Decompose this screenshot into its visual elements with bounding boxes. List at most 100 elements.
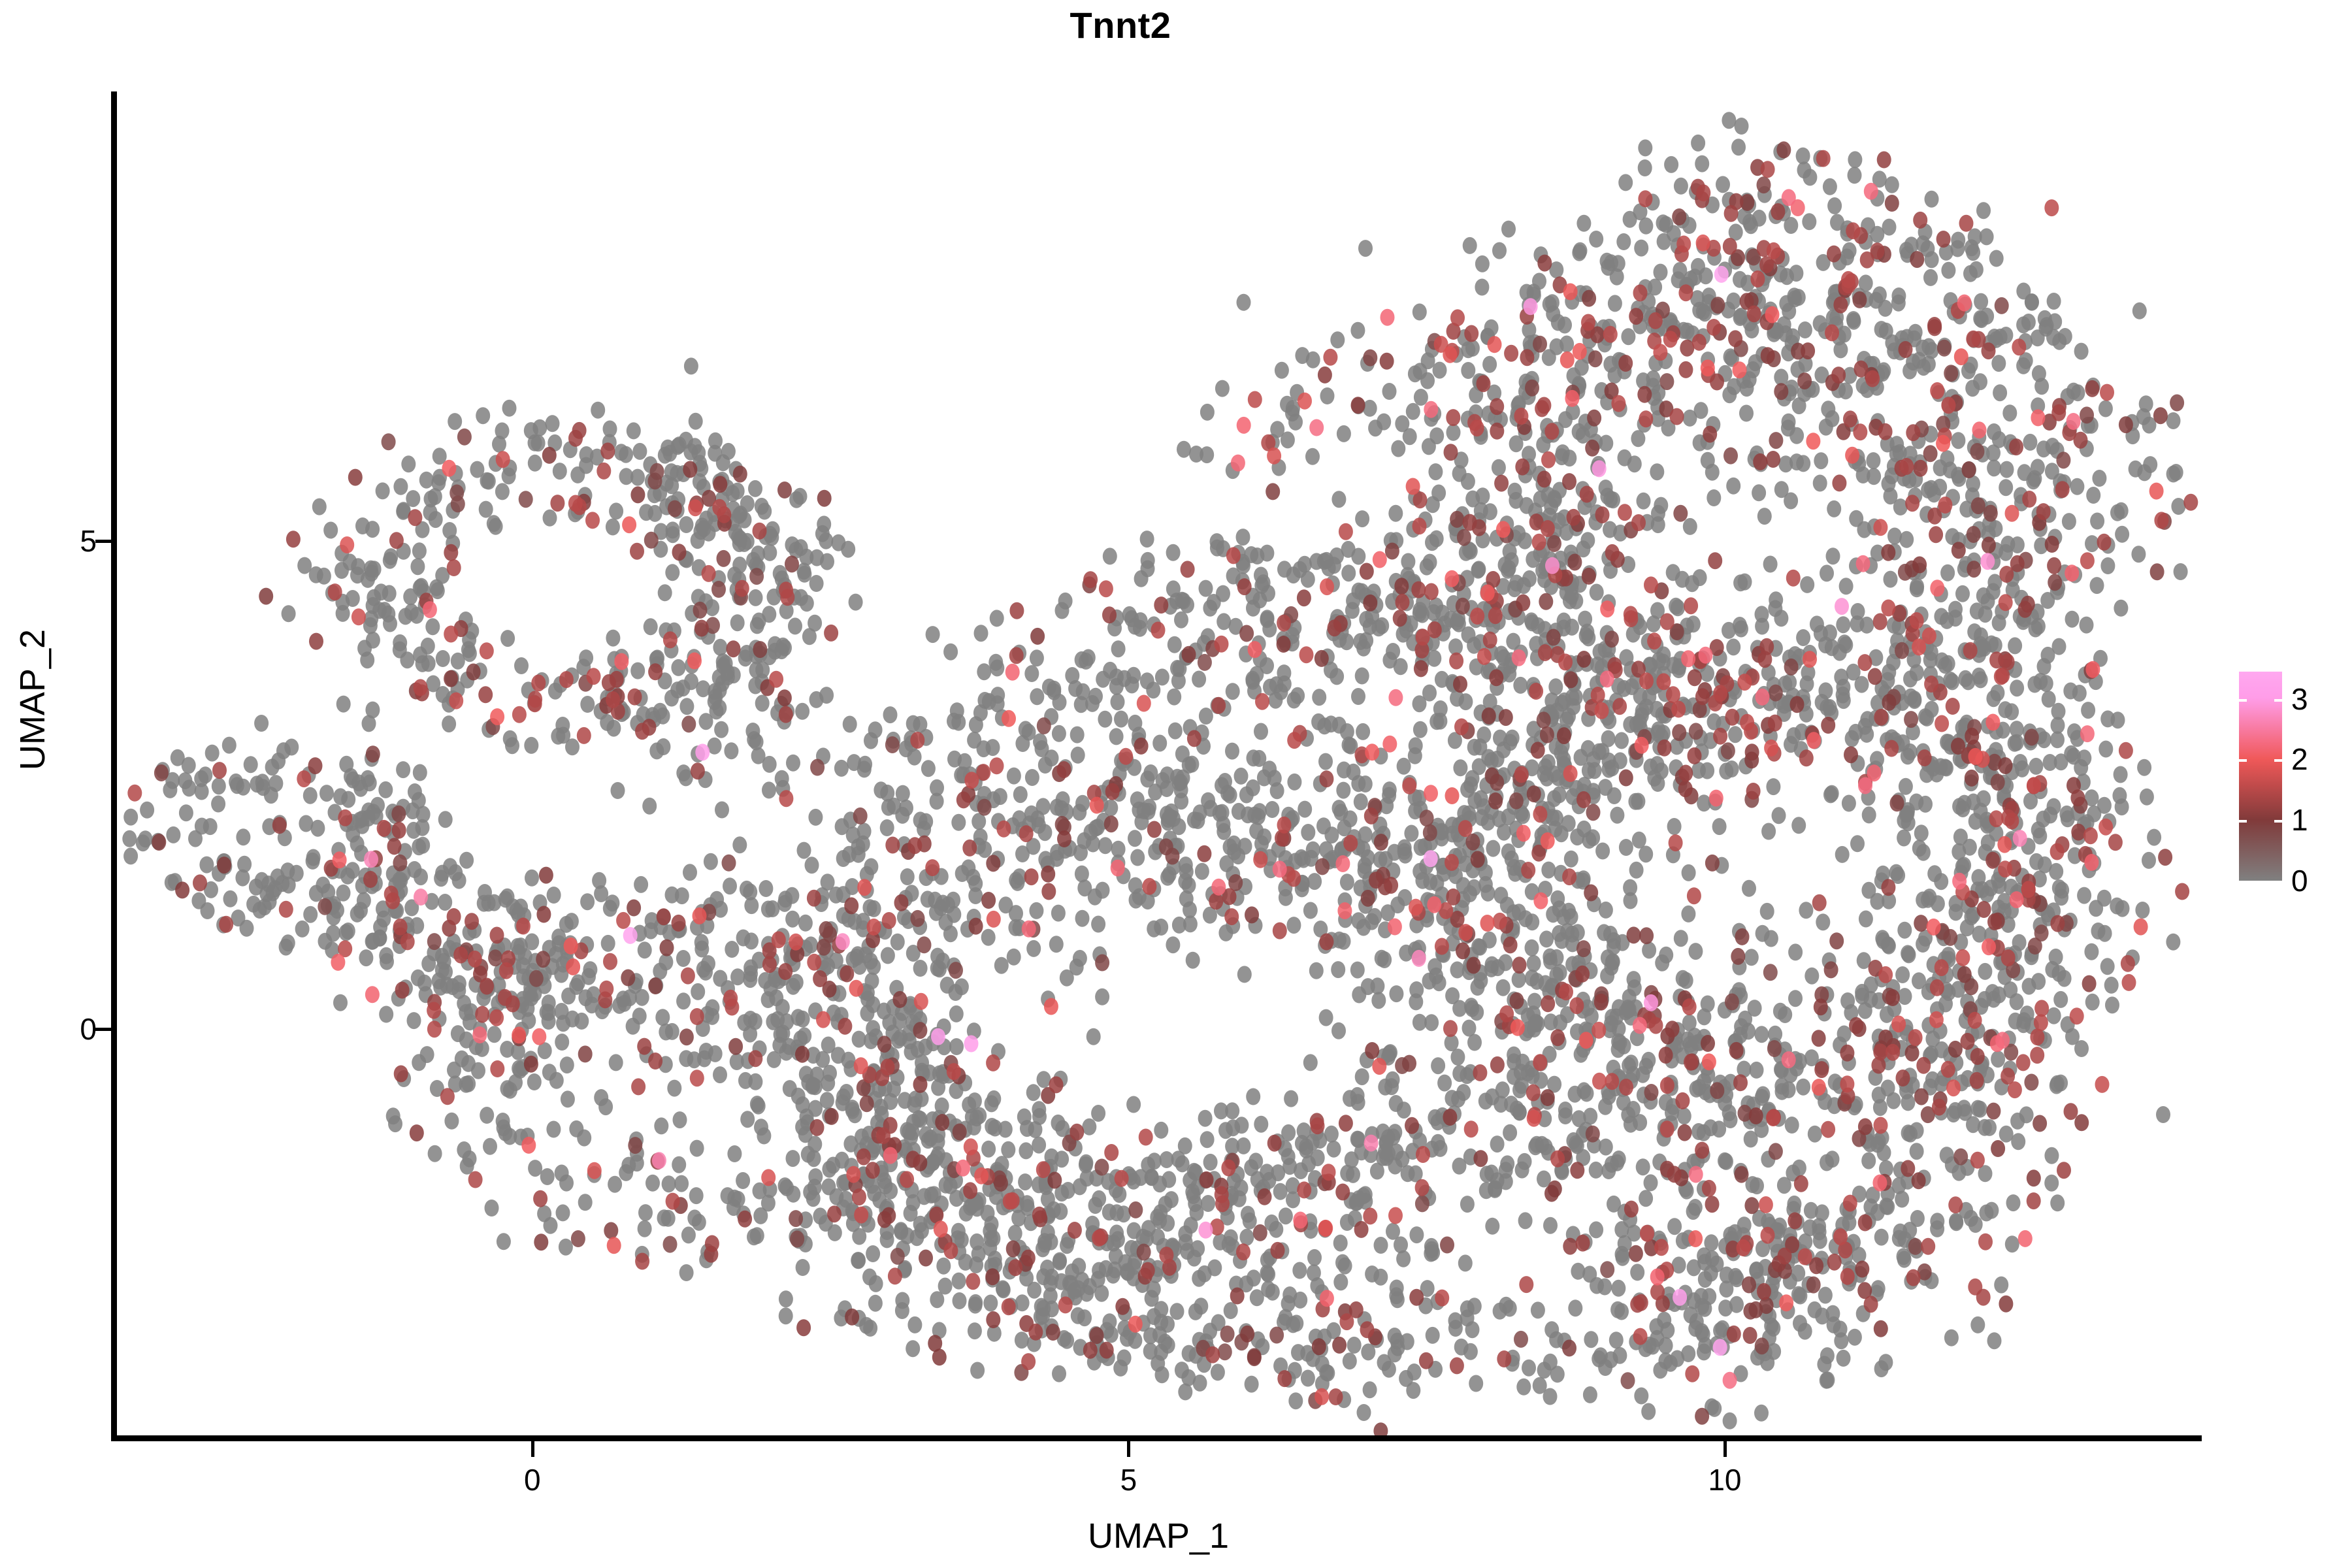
scatter-point bbox=[1874, 1228, 1889, 1246]
scatter-point bbox=[1876, 865, 1891, 883]
scatter-point bbox=[1533, 1071, 1548, 1089]
scatter-point bbox=[1627, 979, 1642, 996]
scatter-point bbox=[2099, 740, 2114, 758]
scatter-point bbox=[1659, 373, 1674, 391]
scatter-point bbox=[1189, 446, 1203, 463]
scatter-point bbox=[487, 1026, 502, 1043]
scatter-point bbox=[1202, 906, 1217, 924]
scatter-point bbox=[606, 629, 621, 647]
scatter-point bbox=[1943, 671, 1958, 689]
scatter-point bbox=[841, 540, 856, 558]
scatter-point bbox=[1991, 986, 2006, 1004]
scatter-point bbox=[1281, 1124, 1296, 1141]
scatter-point bbox=[1333, 1273, 1348, 1291]
scatter-point bbox=[968, 1296, 983, 1314]
scatter-point bbox=[1027, 1281, 1042, 1299]
scatter-point bbox=[444, 1112, 459, 1130]
scatter-point bbox=[181, 757, 196, 774]
scatter-point bbox=[2013, 754, 2028, 771]
scatter-point bbox=[1558, 1102, 1573, 1119]
scatter-point bbox=[930, 1291, 945, 1309]
scatter-point bbox=[2010, 679, 2025, 697]
scatter-point bbox=[830, 1047, 845, 1064]
scatter-point bbox=[1707, 713, 1722, 730]
scatter-point bbox=[1586, 804, 1601, 821]
scatter-point bbox=[1766, 1319, 1781, 1337]
scatter-point bbox=[1607, 295, 1622, 312]
scatter-point bbox=[541, 994, 556, 1012]
scatter-point bbox=[1246, 599, 1260, 617]
scatter-point bbox=[1623, 892, 1638, 909]
scatter-point bbox=[1265, 1283, 1280, 1301]
scatter-point bbox=[1378, 851, 1393, 868]
scatter-point bbox=[600, 934, 615, 952]
scatter-point bbox=[450, 652, 465, 670]
scatter-point bbox=[821, 1036, 836, 1054]
scatter-point bbox=[1351, 688, 1365, 705]
scatter-point bbox=[676, 764, 691, 782]
scatter-point bbox=[863, 1319, 878, 1337]
scatter-point bbox=[2034, 378, 2050, 395]
scatter-point bbox=[1518, 1212, 1533, 1230]
scatter-point bbox=[549, 1071, 564, 1089]
scatter-point bbox=[630, 662, 645, 679]
scatter-point bbox=[459, 1157, 474, 1175]
scatter-point bbox=[1990, 684, 2005, 702]
scatter-point bbox=[1738, 1010, 1753, 1028]
scatter-point bbox=[1282, 1286, 1298, 1303]
scatter-point bbox=[1200, 446, 1215, 464]
scatter-point bbox=[2031, 397, 2046, 415]
scatter-point bbox=[910, 909, 925, 927]
scatter-point bbox=[1893, 1223, 1908, 1241]
scatter-point bbox=[1331, 800, 1347, 817]
scatter-point bbox=[1842, 242, 1857, 259]
scatter-point bbox=[1143, 1343, 1158, 1360]
scatter-point bbox=[1814, 986, 1829, 1004]
scatter-point bbox=[681, 715, 696, 733]
scatter-point bbox=[254, 715, 269, 732]
scatter-point bbox=[943, 643, 958, 661]
scatter-point bbox=[1959, 500, 1974, 518]
scatter-point bbox=[951, 1272, 966, 1290]
scatter-point bbox=[817, 515, 832, 533]
scatter-point bbox=[1491, 459, 1506, 476]
scatter-point bbox=[1146, 1281, 1161, 1298]
scatter-point bbox=[1884, 176, 1899, 193]
scatter-point bbox=[1592, 1350, 1607, 1367]
plot-panel bbox=[115, 91, 2202, 1439]
scatter-point bbox=[229, 773, 244, 791]
scatter-point bbox=[1924, 251, 1939, 269]
scatter-point bbox=[2090, 512, 2105, 530]
scatter-point bbox=[1624, 1054, 1639, 1072]
scatter-point bbox=[2049, 1077, 2064, 1094]
scatter-point bbox=[1973, 373, 1987, 391]
scatter-point bbox=[1166, 936, 1181, 954]
scatter-point bbox=[414, 868, 428, 886]
scatter-point bbox=[1820, 1371, 1835, 1389]
scatter-point bbox=[1974, 293, 1989, 310]
scatter-point bbox=[559, 1174, 574, 1192]
scatter-point bbox=[1610, 1301, 1625, 1318]
scatter-point bbox=[952, 1292, 967, 1309]
scatter-point bbox=[1222, 838, 1237, 856]
scatter-point bbox=[403, 588, 418, 606]
scatter-point bbox=[749, 617, 764, 634]
scatter-point bbox=[1234, 1117, 1249, 1134]
scatter-point bbox=[1957, 857, 1972, 874]
scatter-point bbox=[770, 1011, 785, 1028]
scatter-point bbox=[1912, 351, 1927, 369]
scatter-point bbox=[1210, 1364, 1225, 1381]
scatter-point bbox=[1874, 1360, 1889, 1378]
scatter-point bbox=[1178, 857, 1193, 874]
scatter-point bbox=[1030, 688, 1045, 706]
scatter-point bbox=[1548, 738, 1563, 755]
scatter-point bbox=[257, 898, 272, 916]
scatter-point bbox=[436, 953, 451, 970]
scatter-point bbox=[1739, 404, 1754, 422]
scatter-point bbox=[1226, 567, 1241, 585]
scatter-point bbox=[1001, 1141, 1016, 1158]
scatter-point bbox=[1072, 1178, 1087, 1196]
scatter-point bbox=[2023, 433, 2038, 451]
scatter-point bbox=[1673, 177, 1688, 195]
scatter-point bbox=[1916, 235, 1931, 253]
